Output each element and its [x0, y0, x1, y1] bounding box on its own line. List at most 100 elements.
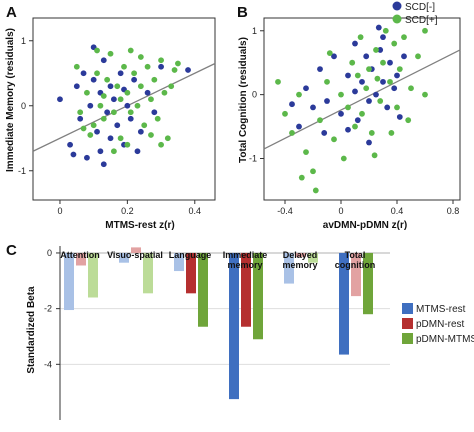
data-point-scd-plus — [131, 70, 138, 77]
data-point-scd-plus — [331, 136, 337, 143]
bars-group-c — [64, 247, 373, 400]
data-point-scd-minus — [324, 98, 330, 104]
data-point-scd-plus — [275, 78, 281, 85]
legend-swatch-pdmn-mtms — [402, 333, 413, 344]
data-point-scd-minus — [114, 122, 121, 129]
bar-pdmn-mtms — [363, 252, 373, 315]
data-point-scd-plus — [363, 85, 370, 92]
data-point-scd-plus — [158, 141, 164, 148]
legend-label-pdmn-mtms: pDMN-MTMS — [416, 334, 474, 345]
data-point-scd-minus — [384, 104, 391, 111]
data-point-scd-minus — [338, 110, 344, 117]
data-point-scd-minus — [151, 109, 158, 116]
data-point-scd-minus — [104, 109, 111, 116]
bar-pdmn-mtms — [308, 252, 318, 263]
category-label: Language — [169, 250, 212, 260]
bar-pdmn-rest — [241, 252, 251, 327]
data-point-scd-minus — [394, 72, 400, 79]
category-label: Delayed — [283, 250, 318, 260]
data-point-scd-minus — [296, 123, 302, 130]
data-point-scd-plus — [394, 104, 400, 111]
bar-legend: MTMS-rest pDMN-rest pDMN-MTMS — [402, 303, 474, 345]
data-point-scd-plus — [387, 78, 393, 85]
data-point-scd-plus — [388, 130, 395, 136]
data-point-scd-minus — [67, 141, 73, 148]
bar-pdmn-mtms — [143, 252, 153, 294]
data-point-scd-plus — [141, 122, 148, 129]
data-point-scd-minus — [185, 67, 191, 73]
category-label: Total — [345, 250, 366, 260]
data-point-scd-plus — [100, 115, 107, 122]
data-point-scd-minus — [317, 66, 323, 72]
data-point-scd-minus — [107, 83, 114, 90]
data-point-scd-plus — [127, 109, 134, 116]
data-point-scd-plus — [282, 110, 288, 117]
data-point-scd-minus — [87, 102, 94, 109]
data-point-scd-minus — [77, 115, 84, 122]
data-point-scd-minus — [303, 85, 309, 92]
data-point-scd-plus — [359, 110, 365, 117]
data-point-scd-plus — [422, 91, 428, 98]
data-point-scd-plus — [368, 130, 375, 136]
data-point-scd-plus — [114, 83, 121, 90]
data-point-scd-plus — [377, 98, 384, 104]
y-tick-label-c: -4 — [44, 359, 52, 369]
legend-label-scd-plus: SCD[+] — [405, 15, 438, 26]
data-point-scd-minus — [373, 91, 379, 98]
x-tick-label-b: 0.8 — [447, 206, 460, 216]
data-point-scd-minus — [117, 70, 124, 77]
data-point-scd-plus — [151, 76, 158, 83]
data-point-scd-plus — [137, 83, 144, 90]
data-point-scd-plus — [340, 155, 347, 162]
legend-swatch-pdmn-rest — [402, 318, 413, 329]
y-tick-label-a: 1 — [21, 36, 26, 46]
bar-pdmn-rest — [351, 252, 361, 297]
data-point-scd-minus — [127, 115, 134, 122]
data-point-scd-minus — [396, 114, 403, 120]
data-point-scd-minus — [73, 83, 80, 90]
data-point-scd-plus — [317, 117, 323, 124]
fit-line-group-b — [263, 49, 461, 150]
bar-pdmn-rest — [186, 252, 196, 294]
bar-pdmn-mtms — [88, 252, 98, 298]
data-point-scd-plus — [175, 60, 181, 67]
data-point-scd-minus — [94, 128, 100, 135]
data-point-scd-minus — [380, 34, 386, 41]
data-point-scd-minus — [359, 78, 365, 85]
data-point-scd-minus — [366, 139, 372, 146]
y-tick-label-b: -1 — [249, 153, 257, 163]
x-tick-label-a: 0.4 — [189, 206, 202, 216]
data-point-scd-plus — [373, 47, 379, 53]
x-tick-label-a: 0.2 — [121, 206, 134, 216]
data-point-scd-minus — [131, 76, 138, 83]
data-point-scd-plus — [127, 47, 134, 54]
y-tick-label-c: -2 — [44, 304, 52, 314]
data-point-scd-minus — [158, 63, 164, 70]
data-point-scd-minus — [354, 117, 361, 124]
category-label: memory — [282, 260, 317, 270]
data-point-scd-plus — [117, 96, 124, 103]
data-point-scd-plus — [391, 40, 398, 47]
data-point-scd-plus — [374, 75, 381, 82]
data-point-scd-plus — [121, 63, 127, 70]
data-point-scd-plus — [298, 174, 305, 181]
data-point-scd-minus — [366, 98, 372, 104]
y-tick-label-a: -1 — [18, 166, 26, 176]
y-tick-label-a: 0 — [21, 101, 26, 111]
bar-mtms-rest — [64, 252, 74, 311]
data-point-scd-plus — [405, 117, 412, 124]
category-label: memory — [227, 260, 262, 270]
data-point-scd-plus — [154, 115, 161, 122]
data-point-scd-plus — [354, 72, 361, 79]
fit-line-group-a — [32, 62, 216, 152]
data-point-scd-plus — [310, 168, 316, 175]
scd-legend: SCD[-] SCD[+] — [392, 1, 438, 26]
bar-mtms-rest — [284, 252, 294, 284]
data-point-scd-plus — [73, 63, 80, 70]
plot-frame-a — [32, 17, 216, 201]
data-point-scd-minus — [57, 96, 63, 103]
fit-line-b — [263, 49, 461, 150]
data-point-scd-minus — [391, 85, 398, 92]
data-point-scd-plus — [396, 66, 403, 72]
